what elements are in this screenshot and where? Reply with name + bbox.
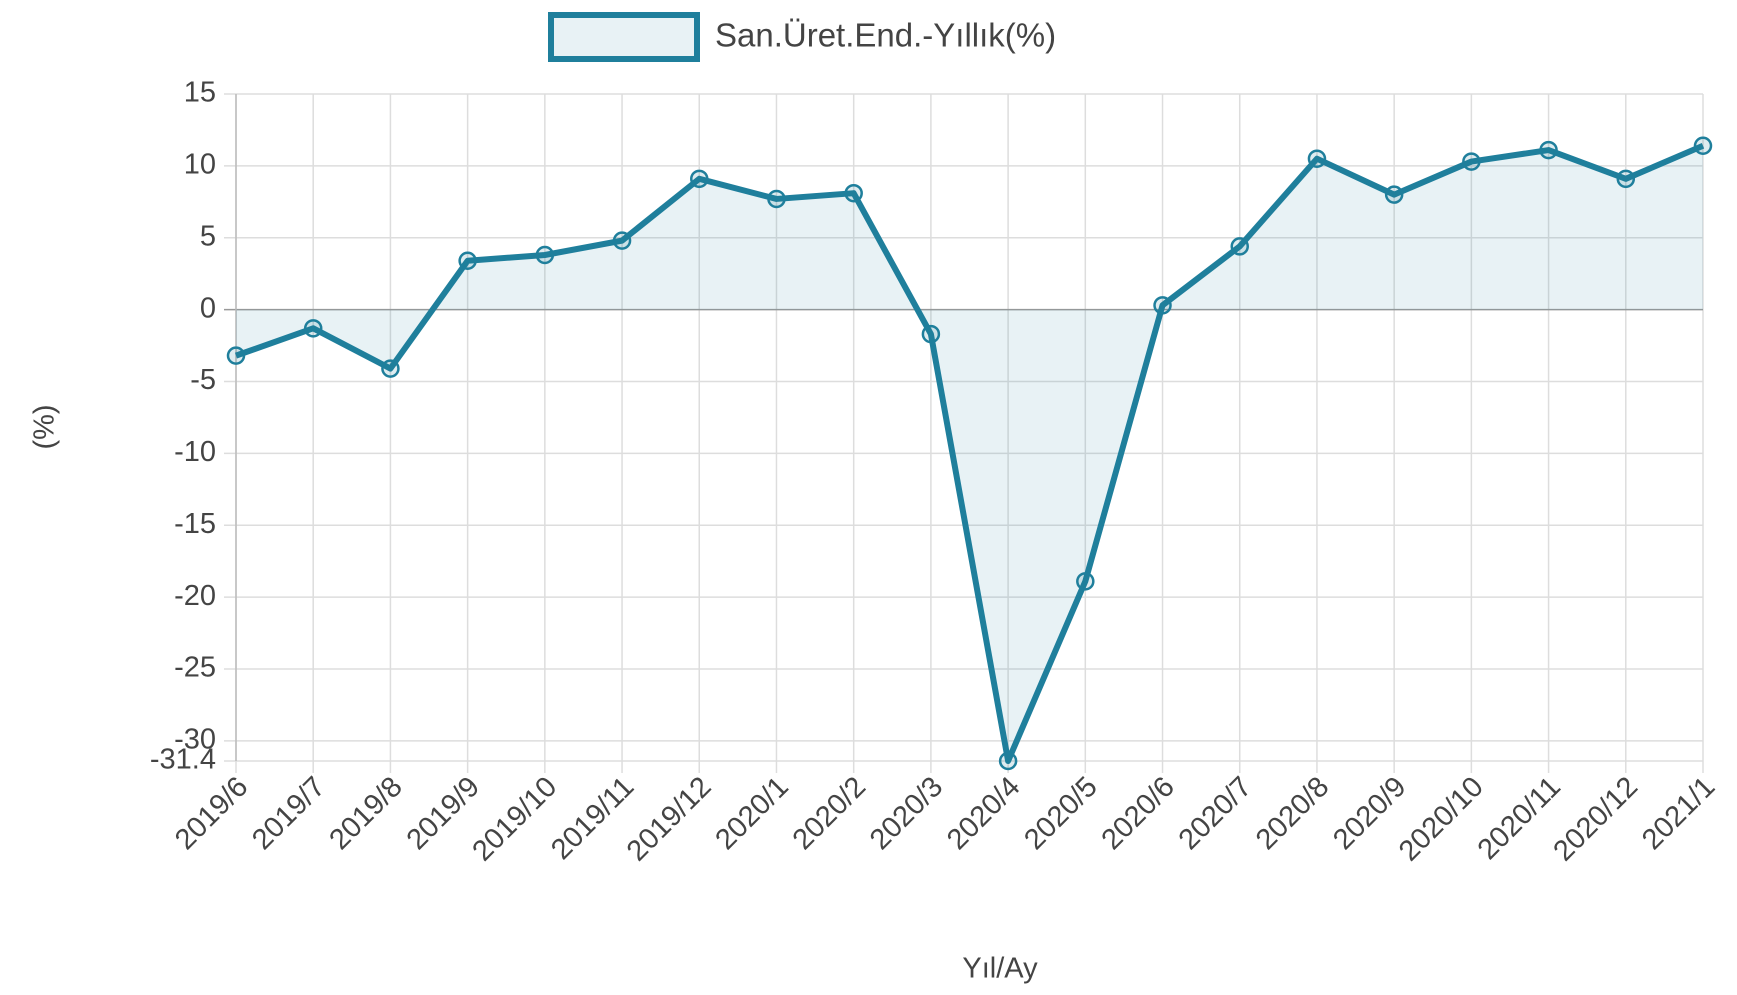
y-axis-label: (%)	[29, 404, 61, 449]
x-tick-label: 2020/11	[1472, 771, 1567, 866]
y-tick-label: 15	[184, 77, 216, 109]
y-tick-label: -31.4	[150, 744, 216, 776]
point	[1462, 152, 1481, 171]
x-tick-label: 2021/1	[1636, 771, 1721, 856]
point	[1616, 169, 1636, 189]
legend-swatch	[548, 12, 700, 62]
x-tick-label: 2020/4	[941, 771, 1026, 856]
point	[226, 346, 246, 365]
area	[236, 145, 1703, 761]
x-tick-label: 2019/8	[323, 771, 408, 856]
x-tick-label: 2020/3	[864, 771, 949, 856]
y-tick-label: -15	[174, 508, 216, 540]
point	[303, 319, 323, 338]
legend-label: San.Üret.End.-Yıllık(%)	[715, 17, 1056, 54]
point	[998, 751, 1018, 771]
point	[690, 169, 709, 189]
x-tick-label: 2019/12	[621, 771, 718, 868]
x-tick-label: 2019/11	[545, 771, 640, 866]
x-tick-label: 2019/7	[246, 771, 331, 856]
point	[844, 183, 863, 203]
point	[612, 231, 632, 250]
x-tick-label: 2020/5	[1018, 771, 1103, 856]
x-tick-label: 2020/6	[1096, 771, 1181, 856]
point	[535, 245, 555, 265]
point	[767, 189, 786, 209]
y-tick-label: 5	[200, 220, 216, 252]
x-tick-label: 2019/6	[169, 771, 254, 856]
x-tick-label: 2020/7	[1173, 771, 1258, 856]
point	[1693, 136, 1713, 155]
point	[1384, 185, 1404, 204]
x-axis-label: Yıl/Ay	[962, 953, 1038, 985]
y-tick-label: 10	[184, 149, 216, 181]
point	[1230, 237, 1249, 256]
point	[458, 251, 477, 270]
x-tick-label: 2020/12	[1547, 771, 1644, 868]
y-tick-label: -20	[174, 580, 216, 612]
y-tick-label: -30	[174, 724, 216, 756]
y-tick-label: 0	[200, 292, 216, 324]
point	[1307, 149, 1327, 168]
y-tick-label: -10	[174, 436, 216, 468]
point	[1153, 296, 1172, 315]
point	[381, 359, 400, 378]
point	[921, 324, 941, 344]
point	[1539, 140, 1558, 160]
x-tick-label: 2019/10	[466, 771, 563, 868]
y-tick-label: -5	[190, 364, 216, 396]
x-tick-label: 2020/1	[709, 771, 794, 856]
x-tick-label: 2020/2	[787, 771, 872, 856]
x-tick-label: 2020/10	[1393, 771, 1490, 868]
line	[234, 142, 1705, 764]
y-tick-label: -25	[174, 652, 216, 684]
point	[1076, 572, 1095, 591]
x-tick-label: 2020/8	[1250, 771, 1335, 856]
